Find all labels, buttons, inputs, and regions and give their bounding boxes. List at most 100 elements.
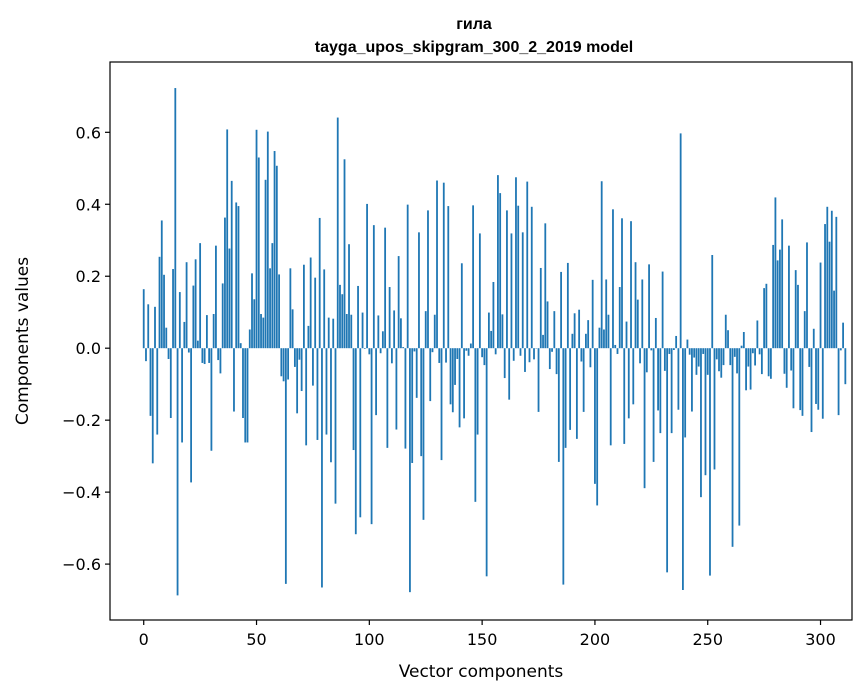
bar-101 [370, 348, 373, 525]
bar-102 [372, 225, 375, 349]
bar-119 [411, 348, 414, 463]
bar-271 [754, 348, 756, 366]
bar-166 [517, 205, 520, 349]
bar-218 [634, 262, 637, 349]
bar-60 [278, 274, 280, 349]
bar-116 [404, 348, 407, 449]
bar-152 [485, 348, 488, 577]
chart-subtitle: tayga_upos_skipgram_300_2_2019 model [315, 39, 633, 56]
bar-304 [828, 241, 831, 349]
bar-276 [765, 283, 768, 349]
bar-147 [474, 348, 477, 502]
bar-265 [740, 345, 743, 349]
x-axis-label: Vector components [399, 662, 564, 682]
bar-223 [645, 348, 648, 373]
bar-79 [321, 348, 323, 588]
bar-263 [736, 348, 738, 374]
bar-1 [145, 348, 147, 362]
bar-36 [224, 217, 226, 349]
bar-28 [205, 315, 208, 349]
bar-130 [436, 180, 438, 349]
bar-9 [163, 274, 165, 349]
bar-83 [330, 348, 332, 463]
bar-285 [785, 348, 788, 388]
bar-254 [715, 348, 718, 360]
bar-243 [691, 348, 693, 412]
bar-51 [257, 157, 260, 349]
bar-236 [675, 335, 678, 349]
bar-131 [438, 348, 441, 363]
bar-22 [192, 285, 195, 349]
bar-164 [512, 348, 515, 361]
bar-50 [255, 129, 258, 349]
y-tick-label: 0.2 [76, 267, 101, 286]
bar-24 [196, 340, 199, 349]
bar-5 [154, 306, 156, 349]
bar-114 [400, 318, 402, 349]
x-tick-label: 200 [580, 630, 611, 649]
bar-110 [390, 348, 393, 364]
bar-307 [835, 216, 838, 349]
bar-173 [533, 348, 535, 360]
bar-100 [368, 348, 371, 355]
bar-296 [810, 348, 813, 433]
bar-144 [467, 348, 470, 356]
bar-148 [476, 348, 479, 435]
bar-255 [718, 348, 720, 372]
bar-146 [472, 205, 474, 349]
bar-199 [591, 279, 594, 349]
bar-283 [781, 219, 784, 349]
bar-38 [228, 248, 231, 349]
bar-264 [738, 348, 741, 526]
bar-153 [487, 312, 490, 349]
bar-17 [181, 348, 183, 443]
bar-129 [433, 314, 436, 349]
bar-272 [756, 320, 759, 349]
bar-63 [284, 348, 287, 584]
bar-78 [318, 217, 321, 349]
bar-209 [614, 344, 617, 349]
bar-295 [808, 348, 811, 367]
bar-27 [203, 348, 206, 365]
bar-42 [237, 206, 240, 349]
bar-7 [158, 256, 161, 349]
bar-188 [566, 262, 569, 349]
bar-179 [546, 301, 549, 349]
bar-12 [169, 348, 172, 418]
bar-182 [553, 311, 556, 349]
bar-176 [539, 267, 542, 349]
bar-190 [571, 333, 574, 349]
bar-41 [235, 202, 238, 349]
bar-167 [519, 348, 522, 356]
bar-219 [636, 299, 639, 349]
bar-211 [618, 287, 621, 349]
bar-222 [643, 348, 646, 489]
bar-228 [657, 348, 659, 411]
bar-287 [790, 348, 793, 371]
bar-151 [483, 348, 486, 366]
bar-16 [178, 292, 181, 349]
bar-189 [569, 348, 572, 430]
bar-185 [560, 271, 562, 349]
bar-95 [357, 285, 359, 349]
bar-244 [693, 348, 696, 358]
bar-308 [837, 348, 840, 416]
bar-134 [445, 348, 447, 363]
bar-138 [454, 348, 456, 385]
bar-253 [713, 348, 716, 470]
bar-34 [219, 348, 222, 374]
bar-71 [303, 264, 305, 349]
bar-311 [844, 348, 847, 385]
bar-192 [575, 348, 578, 439]
bar-171 [528, 348, 531, 363]
bar-103 [375, 348, 377, 416]
bar-203 [600, 181, 603, 349]
bar-195 [582, 348, 585, 412]
bar-66 [291, 309, 294, 349]
bar-45 [244, 348, 247, 443]
bar-76 [314, 277, 317, 349]
y-tick-label: −0.2 [62, 411, 101, 430]
bar-246 [697, 348, 700, 367]
bar-250 [706, 348, 709, 375]
